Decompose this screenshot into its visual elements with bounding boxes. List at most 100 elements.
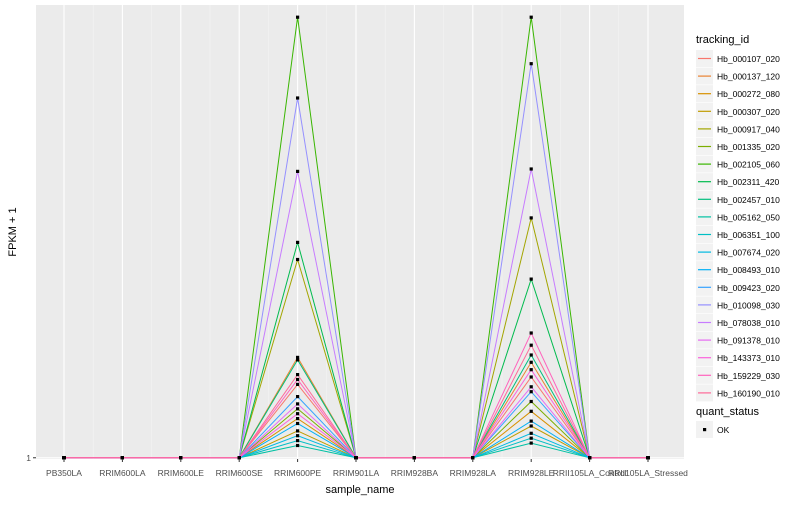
- data-point: [529, 375, 533, 379]
- data-point: [529, 216, 533, 220]
- data-point: [412, 456, 416, 460]
- legend-item: Hb_000107_020: [696, 50, 780, 67]
- data-point: [296, 429, 300, 433]
- x-tick-label: RRIM928LA: [450, 468, 497, 478]
- data-point: [296, 358, 300, 362]
- data-point: [529, 62, 533, 66]
- data-point: [296, 443, 300, 448]
- legend-label: Hb_159229_030: [717, 371, 780, 381]
- data-point: [529, 409, 533, 413]
- legend-item: Hb_143373_010: [696, 349, 780, 367]
- data-point: [529, 399, 533, 404]
- legend-label: Hb_143373_010: [717, 353, 780, 363]
- data-point: [529, 353, 533, 357]
- legend-item: Hb_000917_040: [696, 120, 780, 138]
- data-point: [296, 439, 300, 443]
- legend-label: Hb_007674_020: [717, 248, 780, 258]
- data-point: [296, 257, 300, 262]
- data-point: [296, 96, 300, 100]
- x-tick-label: RRIM600SE: [216, 468, 264, 478]
- legend-label: Hb_000272_080: [717, 89, 780, 99]
- legend-label: Hb_160190_010: [717, 388, 780, 398]
- data-point: [529, 385, 533, 389]
- data-point: [296, 434, 300, 438]
- data-point: [529, 277, 533, 281]
- legend-label: Hb_005162_050: [717, 212, 780, 222]
- legend-label: Hb_000307_020: [717, 107, 780, 117]
- x-tick-label: RRIM600LA: [99, 468, 146, 478]
- data-point: [296, 15, 300, 19]
- x-tick-label: RRII105LA_Control: [553, 468, 627, 478]
- legend-item: Hb_008493_010: [696, 261, 780, 279]
- legend-label: Hb_091378_010: [717, 336, 780, 346]
- data-point: [529, 436, 533, 440]
- legend-item: Hb_001335_020: [696, 138, 780, 155]
- data-point: [296, 421, 300, 426]
- x-axis-title: sample_name: [325, 484, 394, 496]
- data-point: [296, 373, 300, 377]
- shape-legend-item: OK: [696, 421, 730, 438]
- data-point: [296, 355, 300, 359]
- data-point: [529, 424, 533, 428]
- data-point: [296, 402, 300, 406]
- legend-item: Hb_000137_120: [696, 67, 780, 85]
- legend-label: Hb_010098_030: [717, 300, 780, 310]
- legend-item: Hb_010098_030: [696, 296, 780, 314]
- legend-label: Hb_078038_010: [717, 318, 780, 328]
- legend-label: Hb_000137_120: [717, 72, 780, 82]
- legend-item: Hb_002457_010: [696, 190, 780, 208]
- legend-item: Hb_002311_420: [696, 173, 780, 191]
- x-tick-label: RRIM901LA: [333, 468, 380, 478]
- x-tick-label: RRIM600LE: [158, 468, 205, 478]
- data-point: [646, 456, 650, 460]
- legend-label: Hb_009423_020: [717, 283, 780, 293]
- data-point: [529, 441, 533, 445]
- legend-label: Hb_002105_060: [717, 160, 780, 170]
- y-axis-title: FPKM + 1: [7, 207, 19, 256]
- legend-label: Hb_002457_010: [717, 195, 780, 205]
- legend-label: Hb_006351_100: [717, 230, 780, 240]
- shape-legend-title: quant_status: [696, 406, 759, 418]
- data-point: [471, 456, 475, 460]
- x-tick-label: RRII105LA_Stressed: [608, 468, 688, 478]
- data-point: [296, 395, 300, 399]
- legend-label: Hb_000107_020: [717, 54, 780, 64]
- data-points: [62, 15, 650, 460]
- legend-item: Hb_091378_010: [696, 331, 780, 349]
- data-point: [529, 368, 533, 372]
- data-point: [529, 331, 533, 335]
- legend-label: Hb_008493_010: [717, 265, 780, 275]
- data-point: [588, 456, 592, 460]
- legend-label: OK: [717, 425, 730, 435]
- data-point: [529, 431, 533, 435]
- legend-item: Hb_000272_080: [696, 85, 780, 103]
- data-point: [179, 456, 183, 460]
- legend-item: Hb_006351_100: [696, 226, 780, 243]
- legend-item: Hb_007674_020: [696, 243, 780, 261]
- legend-label: Hb_001335_020: [717, 142, 780, 152]
- data-point: [296, 407, 300, 411]
- legend: tracking_id Hb_000107_020 Hb_000137_120 Hb…: [696, 34, 780, 438]
- axes: 1 PB350LA RRIM600LA RRIM600LE RRIM600SE RRIM6…: [26, 453, 688, 478]
- x-tick-label: RRIM600PE: [274, 468, 322, 478]
- legend-item: Hb_000307_020: [696, 102, 780, 120]
- data-point: [529, 15, 533, 19]
- data-point: [296, 377, 300, 382]
- data-point: [529, 343, 533, 347]
- data-point: [296, 382, 300, 386]
- data-point: [296, 417, 300, 421]
- data-point: [237, 456, 241, 460]
- data-point: [529, 390, 533, 394]
- data-point: [354, 456, 358, 460]
- legend-item: Hb_009423_020: [696, 278, 780, 296]
- legend-item: Hb_160190_010: [696, 384, 780, 402]
- legend-item: Hb_078038_010: [696, 314, 780, 331]
- plot-panel: [36, 5, 684, 459]
- data-point: [529, 419, 533, 423]
- data-point: [296, 240, 300, 244]
- legend-item: Hb_159229_030: [696, 366, 780, 384]
- legend-item: Hb_005162_050: [696, 208, 780, 226]
- x-tick-label: PB350LA: [46, 468, 82, 478]
